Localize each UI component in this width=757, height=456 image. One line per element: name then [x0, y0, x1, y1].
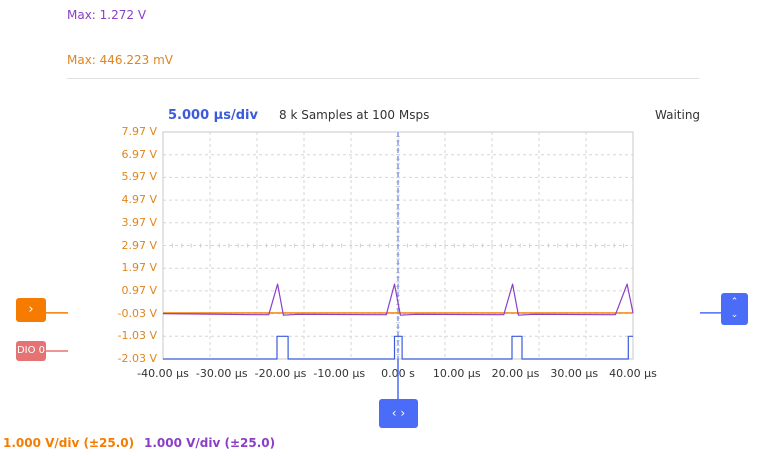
ch1-max-readout: Max: 446.223 mV: [67, 53, 174, 67]
chevron-right-icon: ›: [28, 302, 34, 317]
x-tick-label: -40.00 µs: [137, 367, 189, 380]
y-tick-label: -0.03 V: [117, 306, 157, 320]
trigger-level-button[interactable]: ⌃ ⌄: [721, 293, 748, 325]
y-tick-label: 3.97 V: [121, 215, 157, 229]
sample-info: 8 k Samples at 100 Msps: [279, 108, 430, 122]
x-tick-label: -20.00 µs: [254, 367, 307, 380]
y-tick-label: 2.97 V: [121, 238, 157, 252]
ch2-volts-per-div[interactable]: 1.000 V/div (±25.0): [144, 436, 276, 450]
chevron-up-icon: ⌃: [730, 297, 739, 307]
chevron-down-icon: ⌄: [730, 310, 739, 320]
ch2-trace: [162, 283, 634, 316]
x-tick-label: -10.00 µs: [313, 367, 366, 380]
y-tick-label: 4.97 V: [121, 193, 157, 207]
y-tick-label: -2.03 V: [117, 352, 157, 365]
y-tick-label: 7.97 V: [121, 125, 157, 138]
chevron-left-right-icon: ‹ ›: [391, 406, 406, 420]
divider: [67, 78, 699, 79]
ch1-volts-per-div[interactable]: 1.000 V/div (±25.0): [3, 436, 135, 450]
horizontal-position-button[interactable]: ‹ ›: [379, 399, 418, 428]
ch1-offset-marker[interactable]: ›: [16, 298, 46, 322]
x-tick-label: 30.00 µs: [550, 367, 599, 380]
time-per-div[interactable]: 5.000 µs/div: [168, 108, 258, 123]
x-tick-label: 10.00 µs: [432, 367, 481, 380]
dio0-trace: [163, 335, 633, 360]
dio0-marker[interactable]: DIO 0: [16, 341, 46, 361]
x-tick-label: -30.00 µs: [195, 367, 248, 380]
ch2-max-readout: Max: 1.272 V: [67, 8, 147, 22]
acquisition-status: Waiting: [655, 108, 701, 122]
y-tick-label: 5.97 V: [121, 170, 157, 184]
y-tick-label: 0.97 V: [121, 283, 157, 297]
y-tick-label: -1.03 V: [117, 329, 157, 343]
x-tick-label: 40.00 µs: [609, 367, 657, 380]
x-tick-label: 20.00 µs: [491, 367, 540, 380]
y-tick-label: 1.97 V: [121, 261, 157, 275]
y-tick-label: 6.97 V: [121, 147, 157, 161]
